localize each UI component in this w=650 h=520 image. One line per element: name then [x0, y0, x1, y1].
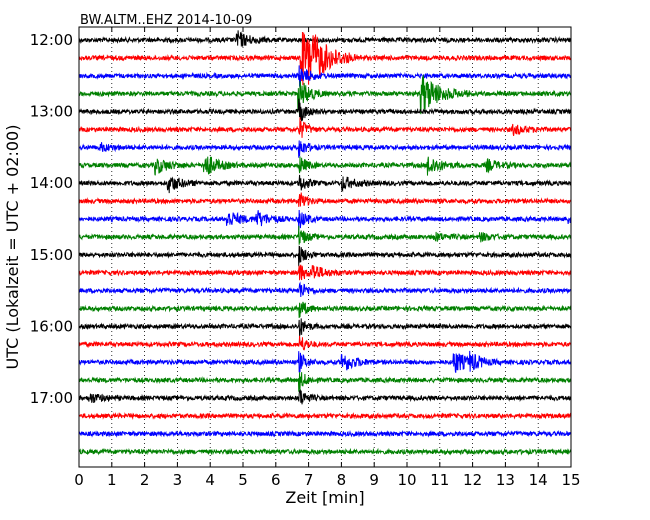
x-tick-label: 15 [561, 471, 580, 489]
y-axis-label: UTC (Lokalzeit = UTC + 02:00) [3, 125, 22, 370]
trace-line-1415 [78, 192, 572, 207]
trace-line-1715 [78, 411, 572, 421]
x-tick-label: 2 [140, 471, 150, 489]
x-tick-label: 5 [238, 471, 248, 489]
y-tick-label: 15:00 [30, 246, 73, 264]
axes-frame [78, 26, 572, 468]
x-tick-label: 11 [430, 471, 449, 489]
trace-line-1330 [78, 140, 572, 158]
x-tick-label: 10 [397, 471, 416, 489]
y-tick-label: 12:00 [30, 31, 73, 49]
x-tick-label: 0 [74, 471, 84, 489]
trace-line-1315 [78, 117, 572, 138]
x-tick-label: 1 [107, 471, 117, 489]
trace-line-1530 [78, 281, 572, 298]
trace-line-1730 [78, 429, 572, 438]
x-tick-label: 13 [496, 471, 515, 489]
trace-line-1615 [78, 335, 572, 351]
x-tick-label: 9 [369, 471, 379, 489]
y-tick-label: 13:00 [30, 103, 73, 121]
trace-group [78, 30, 572, 456]
x-tick-label: 7 [304, 471, 314, 489]
y-tick-label: 14:00 [30, 174, 73, 192]
chart-title: BW.ALTM..EHZ 2014-10-09 [80, 13, 252, 28]
trace-line-1500 [78, 245, 572, 267]
y-tick-label: 16:00 [30, 317, 73, 335]
x-tick-label: 12 [463, 471, 482, 489]
trace-line-1430 [78, 209, 572, 231]
x-tick-label: 3 [173, 471, 183, 489]
trace-line-1515 [78, 264, 572, 281]
x-tick-label: 14 [529, 471, 548, 489]
trace-line-1645 [78, 372, 572, 392]
trace-line-1215 [78, 32, 572, 86]
y-tick-label: 17:00 [30, 389, 73, 407]
x-axis-label: Zeit [min] [285, 488, 364, 507]
trace-line-1245 [78, 74, 572, 115]
trace-line-1600 [78, 318, 572, 338]
trace-line-1745 [78, 447, 572, 456]
trace-line-1700 [78, 389, 572, 405]
trace-line-1400 [78, 174, 572, 194]
trace-line-1445 [78, 225, 572, 245]
trace-line-1345 [78, 156, 572, 176]
x-tick-label: 4 [205, 471, 215, 489]
trace-line-1300 [78, 98, 572, 122]
trace-line-1230 [78, 65, 572, 87]
trace-line-1545 [78, 301, 572, 318]
trace-line-1200 [78, 30, 572, 47]
x-tick-label: 6 [271, 471, 281, 489]
x-tick-label: 8 [337, 471, 347, 489]
axis-ticks: 0 1 2 3 4 5 6 7 8 9 10 11 12 13 14 1512:0013:0014:0015:… [30, 27, 581, 489]
grid [111, 27, 539, 467]
trace-line-1630 [78, 350, 572, 373]
